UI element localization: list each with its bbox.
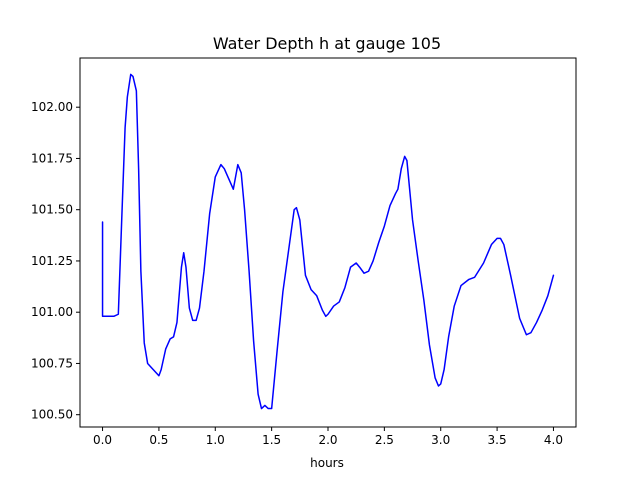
y-tick-label: 101.25 (31, 254, 73, 268)
y-tick-label: 101.75 (31, 151, 73, 165)
x-tick-label: 2.0 (318, 433, 337, 447)
y-tick-label: 100.75 (31, 356, 73, 370)
x-tick-label: 2.5 (375, 433, 394, 447)
x-axis-label: hours (310, 456, 344, 470)
x-tick-label: 0.0 (93, 433, 112, 447)
y-tick-label: 101.50 (31, 203, 73, 217)
data-line-series-1 (101, 73, 555, 410)
x-tick-label: 4.0 (544, 433, 563, 447)
x-tick-label: 3.5 (488, 433, 507, 447)
chart-title: Water Depth h at gauge 105 (213, 34, 441, 53)
x-tick-label: 0.5 (149, 433, 168, 447)
y-tick-label: 100.50 (31, 408, 73, 422)
x-tick-label: 1.0 (206, 433, 225, 447)
plot-area: 0.0 0.5 1.0 1.5 2.0 2.5 3.0 3.5 4.0 100.50 100.75 1… (31, 57, 577, 447)
x-tick-label: 1.5 (262, 433, 281, 447)
y-tick-label: 101.00 (31, 305, 73, 319)
y-tick-label: 102.00 (31, 100, 73, 114)
x-tick-label: 3.0 (431, 433, 450, 447)
